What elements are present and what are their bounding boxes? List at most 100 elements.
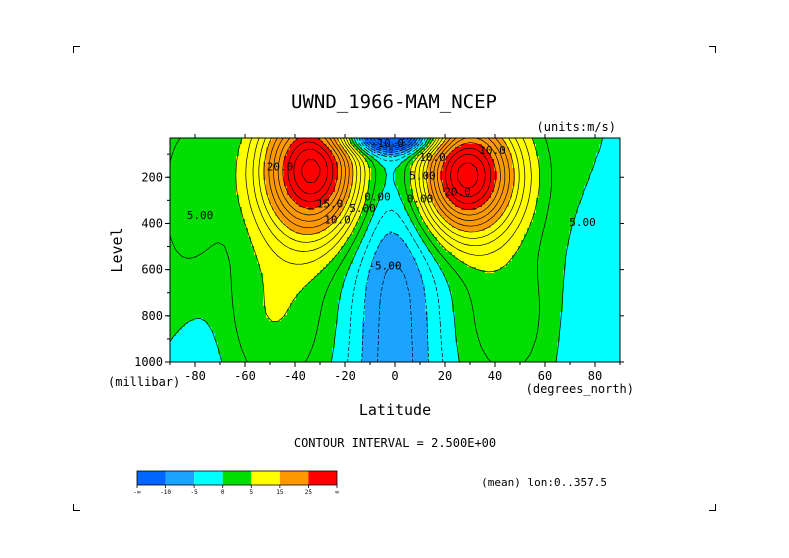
- field-cell: [230, 354, 234, 358]
- field-cell: [206, 333, 210, 337]
- field-cell: [263, 255, 267, 259]
- field-cell: [224, 171, 228, 175]
- field-cell: [224, 324, 228, 328]
- field-cell: [179, 144, 183, 148]
- field-cell: [311, 303, 315, 307]
- field-cell: [281, 327, 285, 331]
- field-cell: [365, 138, 369, 142]
- field-cell: [365, 192, 369, 196]
- field-cell: [323, 165, 327, 169]
- field-cell: [173, 183, 177, 187]
- field-cell: [191, 153, 195, 157]
- field-cell: [368, 165, 372, 169]
- field-cell: [311, 330, 315, 334]
- field-cell: [341, 291, 345, 295]
- field-cell: [341, 186, 345, 190]
- field-cell: [221, 150, 225, 154]
- field-cell: [311, 246, 315, 250]
- field-cell: [230, 165, 234, 169]
- field-cell: [356, 312, 360, 316]
- field-cell: [344, 237, 348, 241]
- field-cell: [320, 309, 324, 313]
- field-cell: [248, 312, 252, 316]
- field-cell: [242, 165, 246, 169]
- field-cell: [290, 228, 294, 232]
- field-cell: [290, 312, 294, 316]
- field-cell: [362, 231, 366, 235]
- field-cell: [215, 171, 219, 175]
- field-cell: [302, 144, 306, 148]
- field-cell: [263, 165, 267, 169]
- field-cell: [260, 360, 264, 362]
- field-cell: [242, 240, 246, 244]
- field-cell: [179, 330, 183, 334]
- field-cell: [188, 207, 192, 211]
- field-cell: [203, 360, 207, 362]
- field-cell: [284, 246, 288, 250]
- field-cell: [206, 357, 210, 361]
- field-cell: [260, 162, 264, 166]
- field-cell: [338, 138, 342, 142]
- field-cell: [323, 276, 327, 280]
- field-cell: [236, 288, 240, 292]
- field-cell: [272, 198, 276, 202]
- field-cell: [257, 258, 261, 262]
- field-cell: [251, 141, 255, 145]
- field-cell: [257, 255, 261, 259]
- field-cell: [272, 195, 276, 199]
- field-cell: [215, 192, 219, 196]
- field-cell: [305, 336, 309, 340]
- field-cell: [236, 336, 240, 340]
- field-cell: [311, 285, 315, 289]
- field-cell: [344, 246, 348, 250]
- field-cell: [242, 150, 246, 154]
- field-cell: [290, 345, 294, 349]
- field-cell: [341, 219, 345, 223]
- field-cell: [188, 201, 192, 205]
- field-cell: [341, 279, 345, 283]
- field-cell: [173, 324, 177, 328]
- field-cell: [308, 144, 312, 148]
- field-cell: [176, 318, 180, 322]
- field-cell: [299, 234, 303, 238]
- field-cell: [320, 228, 324, 232]
- field-cell: [209, 342, 213, 346]
- field-cell: [239, 297, 243, 301]
- field-cell: [185, 174, 189, 178]
- field-cell: [335, 237, 339, 241]
- field-cell: [224, 219, 228, 223]
- field-cell: [335, 288, 339, 292]
- field-cell: [170, 216, 174, 220]
- field-cell: [224, 213, 228, 217]
- field-cell: [191, 147, 195, 151]
- field-cell: [368, 246, 372, 250]
- field-cell: [188, 159, 192, 163]
- field-cell: [305, 183, 309, 187]
- field-cell: [323, 258, 327, 262]
- field-cell: [287, 183, 291, 187]
- field-cell: [209, 351, 213, 355]
- field-cell: [182, 309, 186, 313]
- field-cell: [314, 138, 318, 142]
- field-cell: [182, 213, 186, 217]
- field-cell: [191, 252, 195, 256]
- field-cell: [227, 174, 231, 178]
- field-cell: [356, 264, 360, 268]
- field-cell: [257, 312, 261, 316]
- field-cell: [311, 291, 315, 295]
- field-cell: [194, 165, 198, 169]
- field-cell: [227, 138, 231, 142]
- field-cell: [188, 351, 192, 355]
- units-label: (units:m/s): [537, 120, 616, 134]
- field-cell: [224, 309, 228, 313]
- field-cell: [287, 141, 291, 145]
- field-cell: [281, 141, 285, 145]
- field-cell: [257, 315, 261, 319]
- field-cell: [320, 267, 324, 271]
- field-cell: [245, 291, 249, 295]
- field-cell: [338, 336, 342, 340]
- field-cell: [341, 255, 345, 259]
- field-cell: [254, 171, 258, 175]
- field-cell: [188, 240, 192, 244]
- field-cell: [341, 324, 345, 328]
